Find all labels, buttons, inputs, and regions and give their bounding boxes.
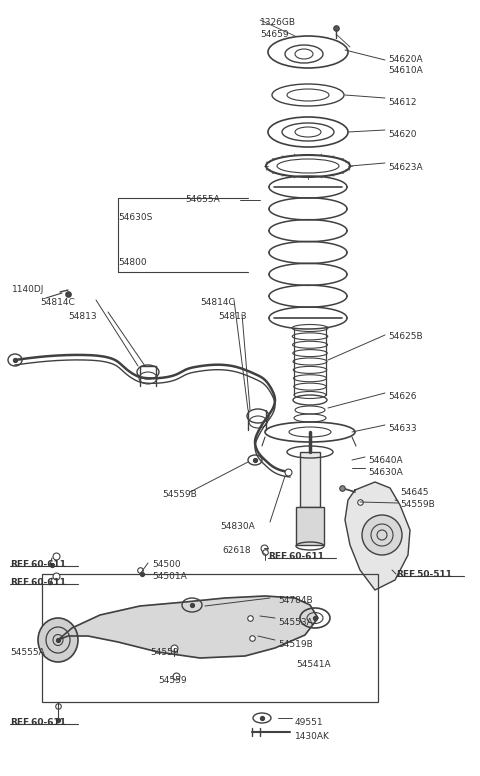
Text: 54630A: 54630A (368, 468, 403, 477)
Text: 54645: 54645 (400, 488, 429, 497)
Text: 1430AK: 1430AK (295, 732, 330, 741)
Text: 54553A: 54553A (278, 618, 313, 627)
Text: REF.50-511: REF.50-511 (396, 570, 452, 579)
Text: 1140DJ: 1140DJ (12, 285, 44, 294)
Text: 54559: 54559 (158, 676, 187, 685)
Polygon shape (58, 596, 318, 658)
Text: 54625B: 54625B (388, 332, 422, 341)
Text: 54659: 54659 (260, 30, 288, 39)
Text: 54800: 54800 (118, 258, 146, 267)
Ellipse shape (362, 515, 402, 555)
Text: 54640A: 54640A (368, 456, 403, 465)
Text: 54630S: 54630S (118, 213, 152, 222)
Text: 49551: 49551 (295, 718, 324, 727)
Text: 54501A: 54501A (152, 572, 187, 581)
Text: 54814C: 54814C (40, 298, 75, 307)
Text: REF.60-611: REF.60-611 (10, 578, 66, 587)
Text: REF.60-611: REF.60-611 (10, 560, 66, 569)
Text: 54559: 54559 (150, 648, 179, 657)
Text: 54813: 54813 (218, 312, 247, 321)
Text: 54610A: 54610A (388, 66, 423, 75)
Text: 54612: 54612 (388, 98, 417, 107)
Text: REF.60-611: REF.60-611 (268, 552, 324, 561)
Text: 54559B: 54559B (400, 500, 435, 509)
Text: 62618: 62618 (222, 546, 251, 555)
Text: 54655A: 54655A (185, 195, 220, 204)
Text: 54784B: 54784B (278, 596, 312, 605)
Ellipse shape (38, 618, 78, 662)
Text: 54633: 54633 (388, 424, 417, 433)
Text: 54623A: 54623A (388, 163, 422, 172)
Text: 54814C: 54814C (200, 298, 235, 307)
Text: 54555A: 54555A (10, 648, 45, 657)
Text: 54626: 54626 (388, 392, 417, 401)
Text: 1326GB: 1326GB (260, 18, 296, 27)
Text: 54559B: 54559B (162, 490, 197, 499)
Text: 54500: 54500 (152, 560, 180, 569)
Bar (296, 507, 324, 545)
Text: 54620: 54620 (388, 130, 417, 139)
Polygon shape (345, 482, 410, 590)
Text: REF.60-611: REF.60-611 (10, 718, 66, 727)
Bar (42, 574, 378, 702)
Text: 54541A: 54541A (296, 660, 331, 669)
Text: 54830A: 54830A (220, 522, 255, 531)
Text: 54519B: 54519B (278, 640, 313, 649)
Text: 54620A: 54620A (388, 55, 422, 64)
Text: 54813: 54813 (68, 312, 96, 321)
Bar (300, 452, 320, 507)
